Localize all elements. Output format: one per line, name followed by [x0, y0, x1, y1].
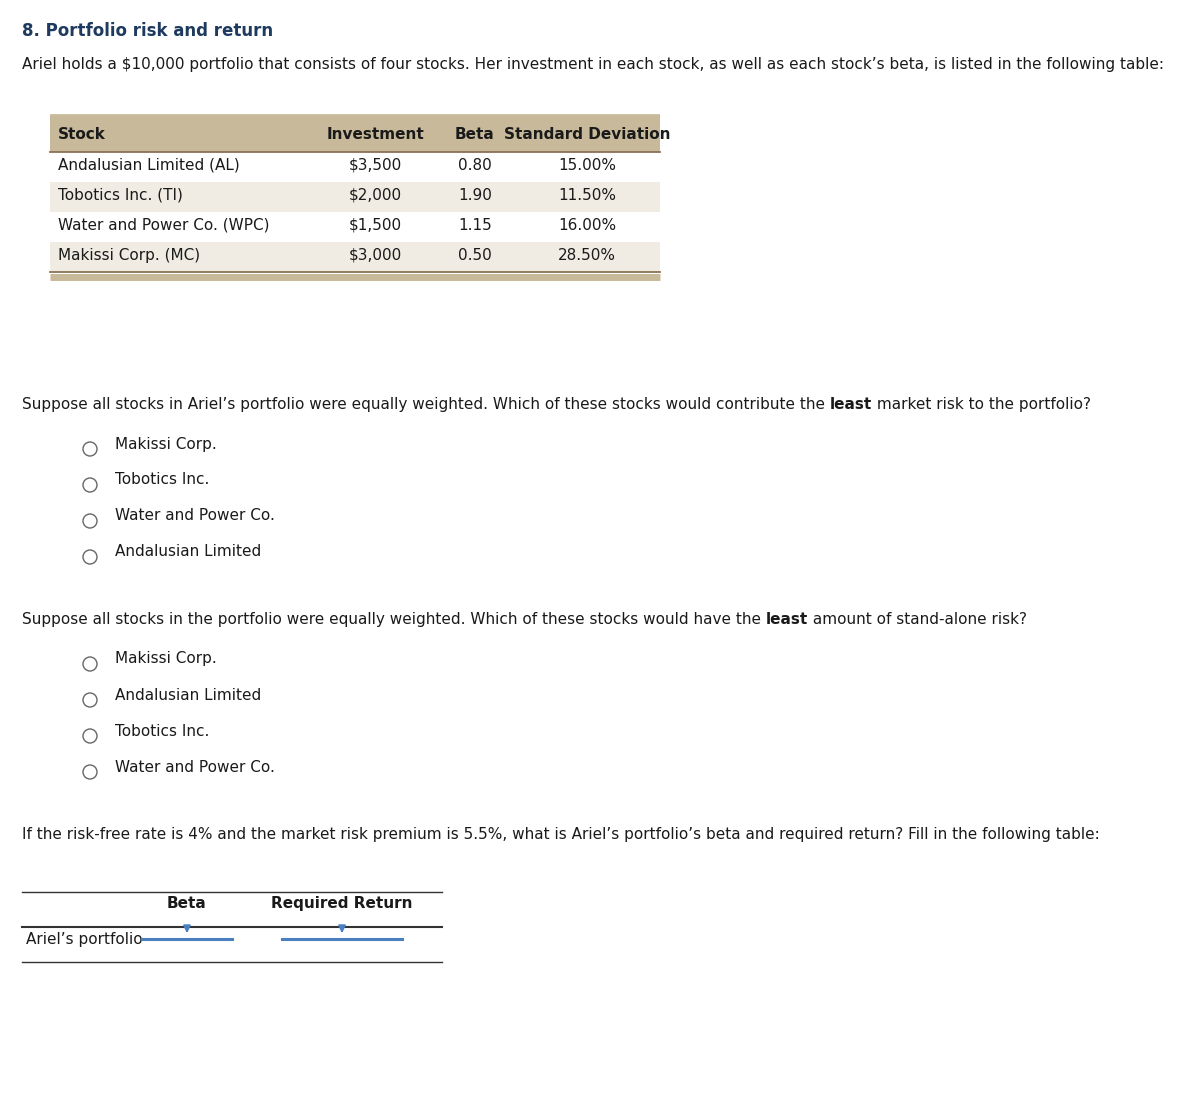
Text: least: least — [766, 612, 808, 627]
Text: If the risk-free rate is 4% and the market risk premium is 5.5%, what is Ariel’s: If the risk-free rate is 4% and the mark… — [22, 827, 1099, 842]
Text: 8. Portfolio risk and return: 8. Portfolio risk and return — [22, 22, 274, 39]
Text: Tobotics Inc.: Tobotics Inc. — [115, 724, 209, 738]
Text: Andalusian Limited: Andalusian Limited — [115, 688, 262, 702]
Text: least: least — [830, 397, 872, 412]
Text: Water and Power Co.: Water and Power Co. — [115, 509, 275, 523]
Text: Makissi Corp. (MC): Makissi Corp. (MC) — [58, 248, 200, 263]
Text: Ariel holds a $10,000 portfolio that consists of four stocks. Her investment in : Ariel holds a $10,000 portfolio that con… — [22, 57, 1164, 72]
Text: market risk to the portfolio?: market risk to the portfolio? — [872, 397, 1091, 412]
Text: 1.90: 1.90 — [458, 188, 492, 203]
Text: 28.50%: 28.50% — [558, 248, 616, 263]
Text: Water and Power Co. (WPC): Water and Power Co. (WPC) — [58, 218, 270, 233]
Text: Tobotics Inc. (TI): Tobotics Inc. (TI) — [58, 188, 182, 203]
Text: Stock: Stock — [58, 127, 106, 142]
Text: $2,000: $2,000 — [348, 188, 402, 203]
Bar — [50, 122, 660, 152]
Text: 0.80: 0.80 — [458, 158, 492, 173]
Bar — [50, 152, 660, 182]
Text: Makissi Corp.: Makissi Corp. — [115, 437, 217, 452]
Text: 15.00%: 15.00% — [558, 158, 616, 173]
Text: Suppose all stocks in the portfolio were equally weighted. Which of these stocks: Suppose all stocks in the portfolio were… — [22, 612, 766, 627]
Bar — [50, 212, 660, 242]
Text: Andalusian Limited (AL): Andalusian Limited (AL) — [58, 158, 240, 173]
Text: Standard Deviation: Standard Deviation — [504, 127, 671, 142]
Bar — [50, 242, 660, 272]
Text: Beta: Beta — [167, 896, 206, 911]
Text: 11.50%: 11.50% — [558, 188, 616, 203]
Text: Required Return: Required Return — [271, 896, 413, 911]
Text: 16.00%: 16.00% — [558, 218, 616, 233]
Text: $3,000: $3,000 — [348, 248, 402, 263]
Text: Tobotics Inc.: Tobotics Inc. — [115, 473, 209, 487]
Text: Water and Power Co.: Water and Power Co. — [115, 759, 275, 774]
Text: Andalusian Limited: Andalusian Limited — [115, 544, 262, 559]
Text: Ariel’s portfolio: Ariel’s portfolio — [26, 932, 143, 947]
Text: $1,500: $1,500 — [348, 218, 402, 233]
Bar — [50, 182, 660, 212]
Text: Makissi Corp.: Makissi Corp. — [115, 652, 217, 667]
Text: 0.50: 0.50 — [458, 248, 492, 263]
Text: $3,500: $3,500 — [348, 158, 402, 173]
Text: amount of stand-alone risk?: amount of stand-alone risk? — [808, 612, 1027, 627]
Text: Suppose all stocks in Ariel’s portfolio were equally weighted. Which of these st: Suppose all stocks in Ariel’s portfolio … — [22, 397, 830, 412]
Text: Investment: Investment — [326, 127, 424, 142]
Text: Beta: Beta — [455, 127, 494, 142]
Text: 1.15: 1.15 — [458, 218, 492, 233]
